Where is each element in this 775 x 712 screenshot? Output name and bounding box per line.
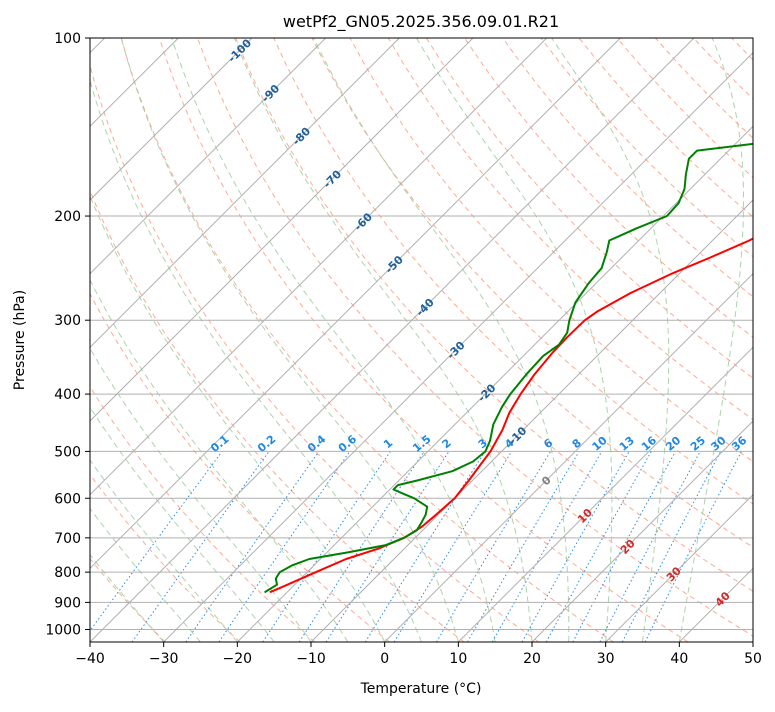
x-tick-label: 40 — [670, 651, 688, 667]
dry-adiabat — [159, 38, 688, 642]
isotherm-label: -100 — [225, 36, 254, 65]
y-tick-label: 100 — [54, 31, 81, 47]
dry-adiabat — [426, 38, 775, 642]
dry-adiabat — [655, 38, 775, 642]
isotherm — [679, 38, 775, 642]
mixing-ratio-label: 10 — [590, 434, 610, 454]
y-tick-label: 500 — [54, 444, 81, 460]
y-tick-label: 300 — [54, 313, 81, 329]
dry-adiabat — [0, 38, 315, 642]
isotherm — [0, 38, 252, 642]
isotherm — [753, 38, 775, 642]
moist-adiabat — [172, 38, 495, 642]
profile-series — [265, 38, 775, 592]
x-tick-label: −30 — [149, 651, 179, 667]
mixing-ratio-label: 1 — [381, 436, 395, 451]
moist-adiabat — [0, 38, 237, 642]
x-tick-label: −10 — [296, 651, 326, 667]
y-tick-label: 400 — [54, 387, 81, 403]
dry-adiabat — [694, 38, 775, 642]
dry-adiabat — [770, 38, 775, 642]
moist-adiabat — [417, 38, 612, 642]
y-tick-label: 600 — [54, 491, 81, 507]
mixing-ratio-line — [263, 451, 391, 642]
chart-title: wetPf2_GN05.2025.356.09.01.R21 — [283, 12, 559, 32]
y-tick-label: 900 — [54, 595, 81, 611]
x-tick-label: 0 — [380, 651, 389, 667]
y-axis-title: Pressure (hPa) — [12, 290, 28, 390]
y-tick-label: 700 — [54, 531, 81, 547]
moist-adiabat — [552, 38, 669, 642]
moist-adiabat — [121, 38, 458, 642]
isotherm — [0, 38, 399, 642]
x-tick-label: 10 — [449, 651, 467, 667]
y-tick-label: 1000 — [45, 622, 81, 638]
isotherm — [16, 38, 620, 642]
isotherm — [164, 38, 768, 642]
mixing-ratio-line — [600, 451, 700, 642]
dry-adiabat — [7, 38, 390, 642]
isotherm — [0, 38, 547, 642]
mixing-ratio-line — [522, 451, 629, 642]
x-tick-label: −40 — [75, 651, 105, 667]
dry-adiabat — [465, 38, 775, 642]
x-tick-label: 20 — [523, 651, 541, 667]
mixing-ratio-label: 3 — [476, 436, 490, 451]
mixing-ratio-label: 2 — [440, 436, 454, 451]
temperature-profile-line — [271, 38, 775, 592]
axes: −40 −30 −20 −10 0 10 20 30 40 50 1000 900 800 700 600 5… — [45, 31, 762, 667]
y-tick-label: 200 — [54, 209, 81, 225]
mixing-ratio-label: 25 — [688, 434, 708, 454]
x-tick-label: 50 — [744, 651, 762, 667]
mixing-ratio-label: 8 — [570, 436, 584, 451]
mixing-ratio-label: 20 — [663, 434, 683, 454]
moist-adiabat — [0, 38, 311, 642]
x-tick-label: 30 — [597, 651, 615, 667]
x-axis-title: Temperature (°C) — [360, 681, 482, 697]
dewpoint-profile-line — [265, 38, 775, 592]
moist-adiabat — [0, 38, 274, 642]
mixing-ratio-line — [468, 451, 580, 642]
mixing-ratio-line — [326, 451, 449, 642]
x-tick-label: −20 — [223, 651, 253, 667]
mixing-ratio-label: 36 — [729, 434, 749, 454]
mixing-ratio-line — [82, 451, 222, 642]
isotherm — [0, 38, 326, 642]
dry-adiabat — [236, 38, 775, 642]
y-tick-label: 800 — [54, 565, 81, 581]
mixing-ratio-label: 16 — [639, 434, 659, 454]
moist-adiabat — [44, 38, 385, 642]
dry-adiabat — [0, 38, 240, 642]
isotherm — [311, 38, 775, 642]
isotherm — [90, 38, 694, 642]
dry-adiabat — [388, 38, 775, 642]
mixing-ratio-line — [436, 451, 550, 642]
background-lines — [0, 38, 775, 642]
mixing-ratio-label: 30 — [708, 434, 728, 454]
mixing-ratio-label: 13 — [617, 434, 637, 454]
isotherm — [385, 38, 775, 642]
moist-adiabat — [679, 38, 743, 642]
mixing-ratio-line — [219, 451, 350, 642]
